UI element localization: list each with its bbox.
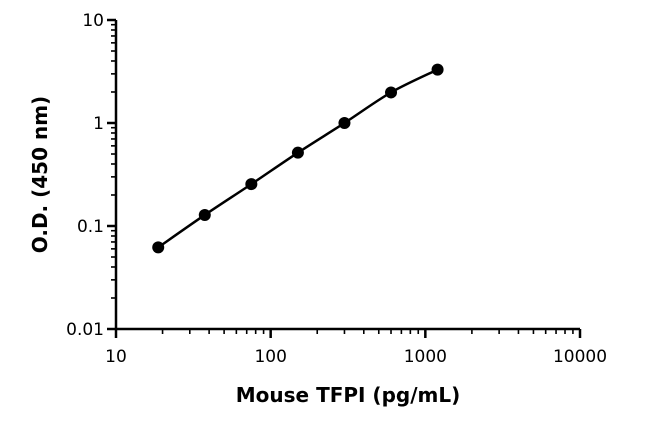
y-tick-label: 1 (93, 114, 104, 134)
x-tick-label: 10 (105, 347, 127, 367)
x-tick-label: 1000 (404, 347, 447, 367)
y-tick-label: 10 (82, 11, 104, 31)
axes (114, 20, 580, 331)
ticks (107, 18, 582, 338)
data-points (152, 63, 444, 254)
x-axis-title: Mouse TFPI (pg/mL) (236, 383, 460, 407)
data-point (338, 117, 351, 129)
x-tick-label: 100 (254, 347, 286, 367)
y-axis-title: O.D. (450 nm) (28, 96, 52, 253)
data-point (291, 146, 304, 159)
data-point (152, 241, 165, 254)
y-tick-label: 0.1 (77, 217, 104, 237)
data-point (198, 208, 211, 221)
x-tick-label: 10000 (553, 347, 607, 367)
y-tick-label: 0.01 (66, 320, 104, 340)
data-point (431, 63, 444, 76)
data-point (385, 86, 398, 99)
tick-labels: 10 100 1000 10000 0.01 0.1 1 10 (66, 11, 607, 367)
data-point (245, 178, 258, 191)
